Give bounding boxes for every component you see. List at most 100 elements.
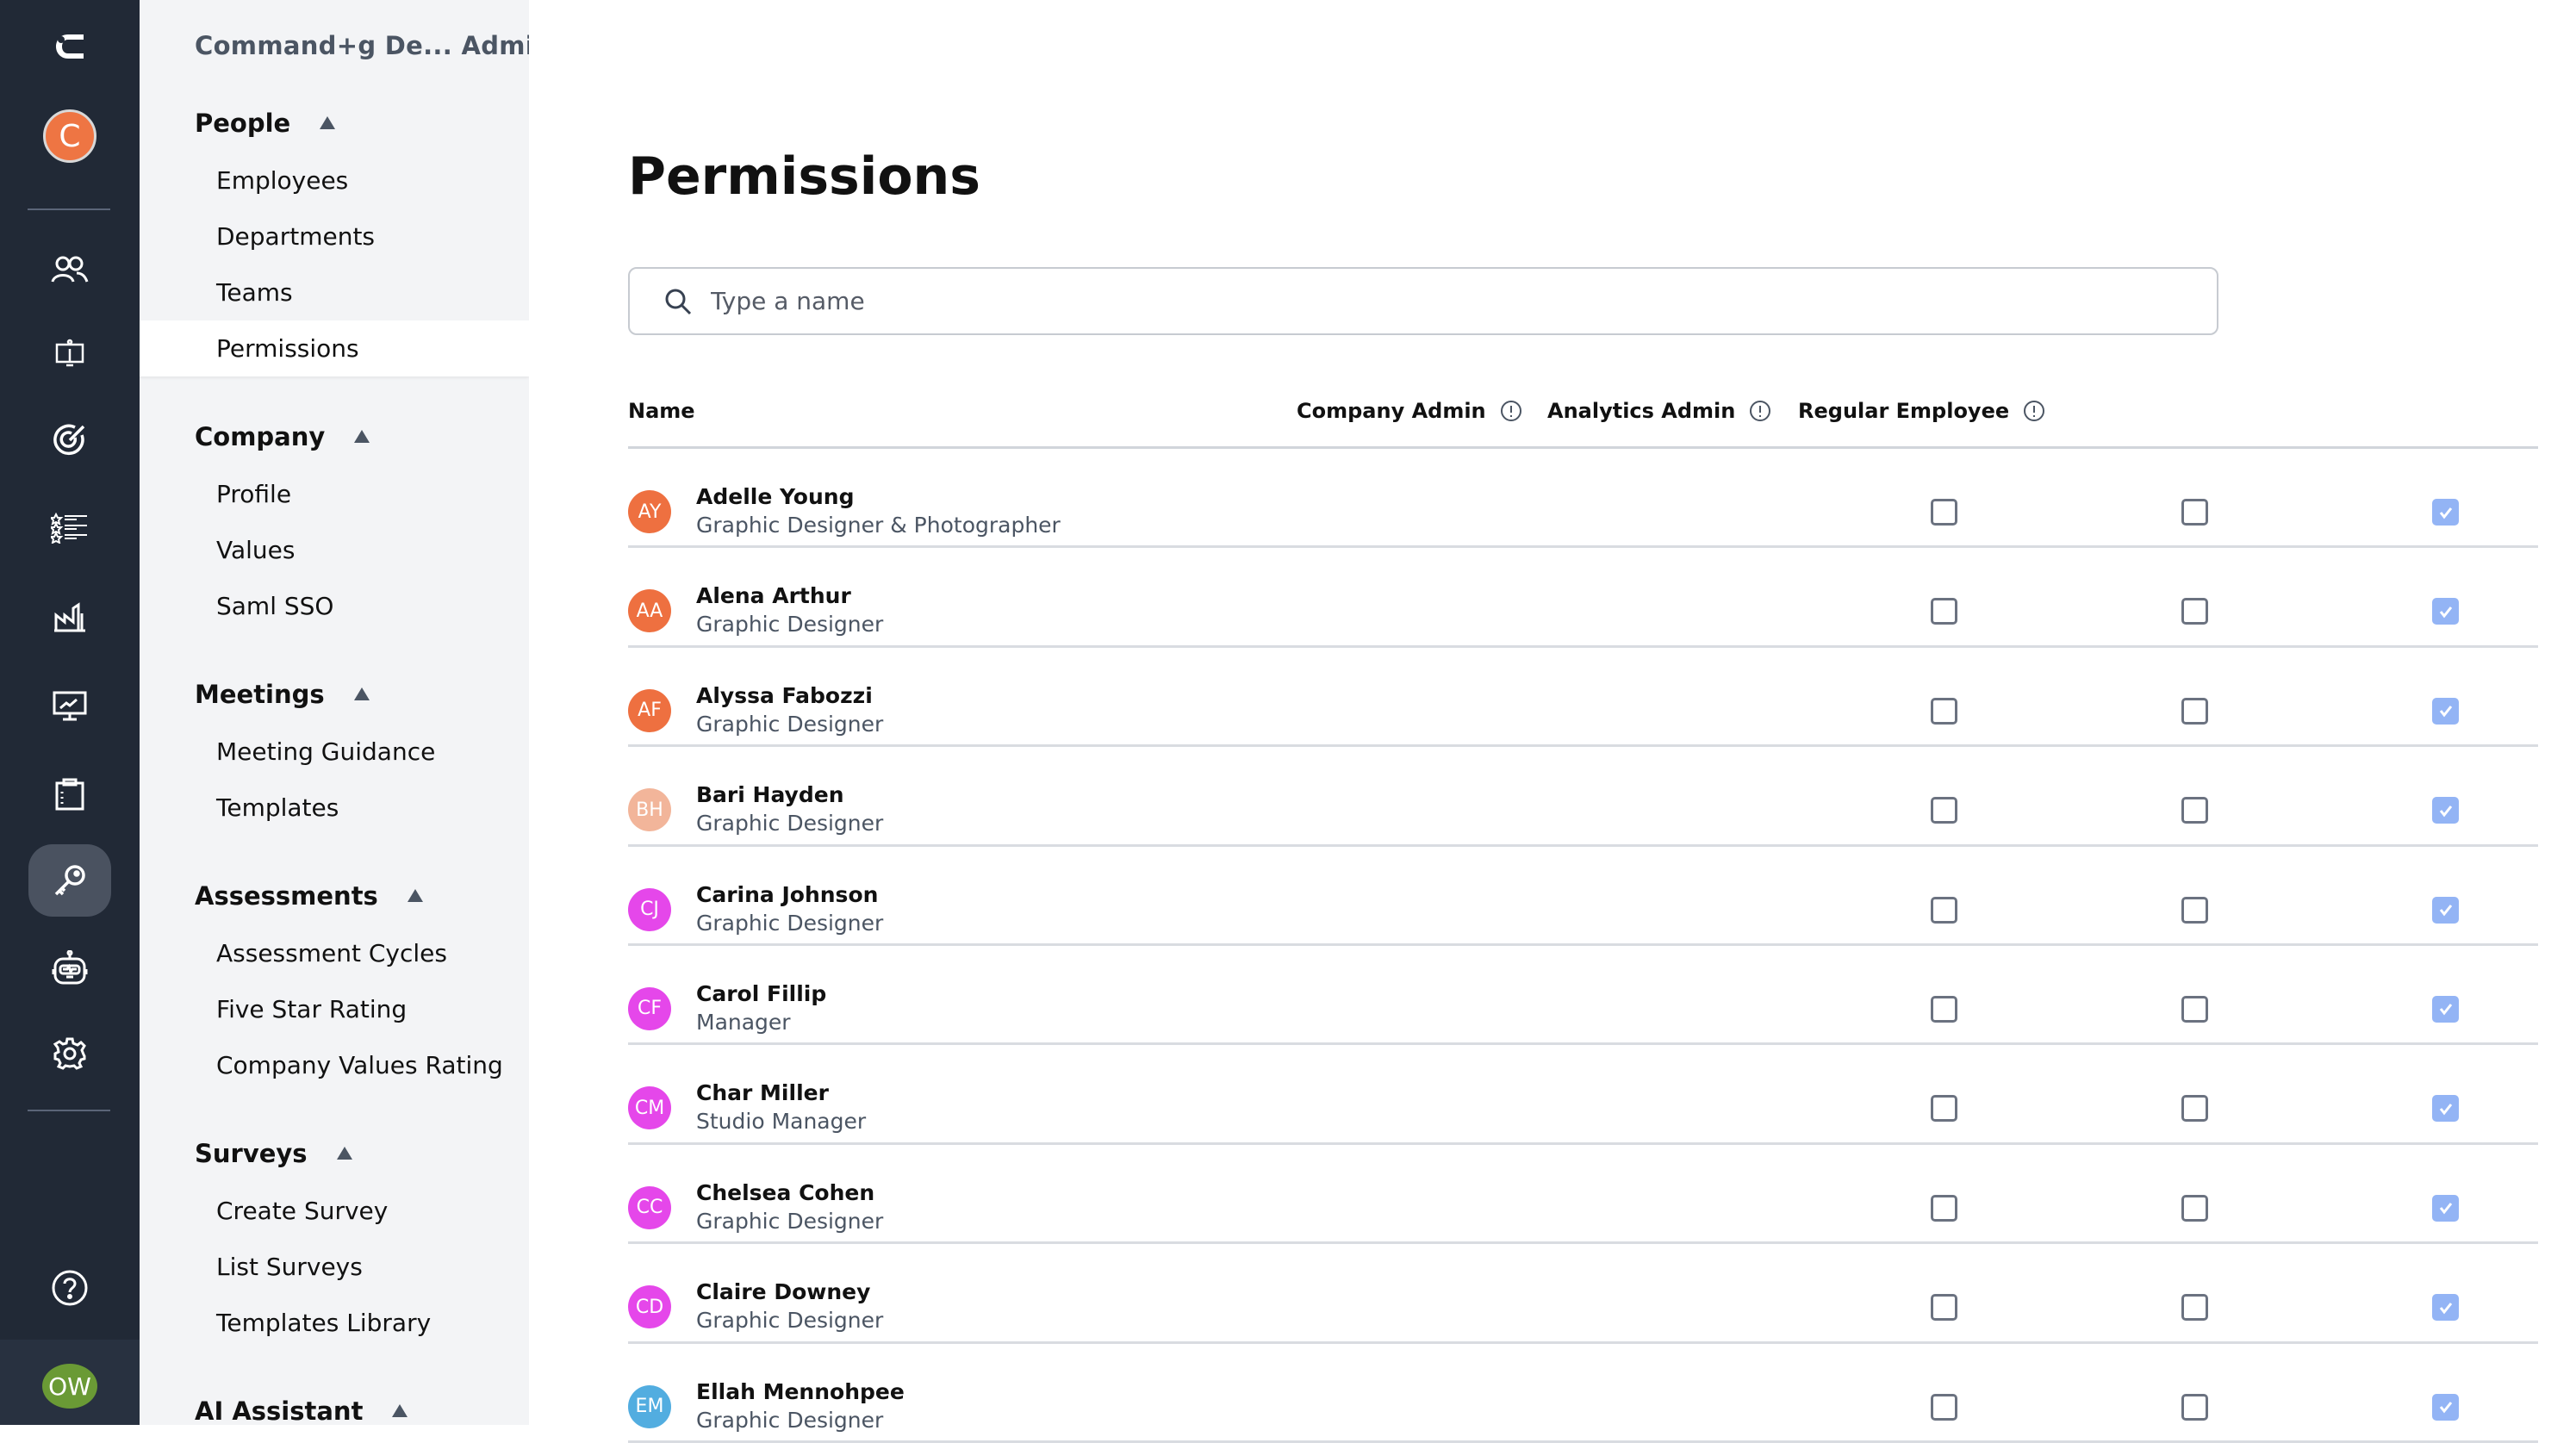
nav-item-templates-library[interactable]: Templates Library — [216, 1309, 432, 1337]
collapse-triangle-icon[interactable] — [320, 116, 336, 129]
nav-section-ai-assistant[interactable]: AI Assistant — [140, 1381, 529, 1425]
analytics-admin-checkbox[interactable] — [2181, 598, 2208, 625]
employee-name[interactable]: Chelsea Cohen — [696, 1179, 875, 1205]
employee-name[interactable]: Ellah Mennohpee — [696, 1378, 905, 1404]
monitor-chart-icon[interactable] — [53, 691, 87, 722]
check-icon — [2439, 905, 2452, 917]
company-admin-checkbox[interactable] — [1931, 896, 1957, 924]
nav-item-values[interactable]: Values — [216, 536, 296, 564]
company-admin-checkbox[interactable] — [1931, 1095, 1957, 1123]
search-input[interactable] — [711, 287, 2089, 315]
analytics-admin-checkbox[interactable] — [2181, 1393, 2208, 1421]
avatar: AY — [628, 490, 671, 533]
check-icon — [2439, 1103, 2452, 1116]
employee-name[interactable]: Alyssa Fabozzi — [696, 682, 873, 708]
analytics-admin-checkbox[interactable] — [2181, 797, 2208, 824]
gear-icon[interactable] — [53, 1036, 87, 1071]
collapse-triangle-icon[interactable] — [392, 1404, 408, 1417]
nav-item-departments[interactable]: Departments — [216, 222, 376, 251]
avatar: EM — [628, 1384, 671, 1428]
company-admin-checkbox[interactable] — [1931, 797, 1957, 824]
nav-item-assessment-cycles[interactable]: Assessment Cycles — [216, 939, 447, 967]
regular-employee-checkbox[interactable] — [2432, 1294, 2459, 1322]
rail-divider — [28, 1110, 110, 1111]
nav-item-templates[interactable]: Templates — [216, 793, 339, 822]
regular-employee-checkbox[interactable] — [2432, 1095, 2459, 1123]
analytics-admin-checkbox[interactable] — [2181, 995, 2208, 1023]
company-admin-checkbox[interactable] — [1931, 598, 1957, 625]
regular-employee-checkbox[interactable] — [2432, 598, 2459, 625]
analytics-admin-checkbox[interactable] — [2181, 499, 2208, 526]
nav-section-company[interactable]: Company — [140, 407, 529, 466]
employee-name[interactable]: Alena Arthur — [696, 583, 851, 609]
user-avatar[interactable]: OW — [42, 1364, 97, 1409]
target-icon[interactable] — [53, 423, 87, 457]
info-icon[interactable] — [1749, 400, 1771, 422]
nav-item-meeting-guidance[interactable]: Meeting Guidance — [216, 737, 436, 766]
table-row: CF Carol Fillip Manager — [628, 946, 2538, 1046]
nav-item-five-star-rating[interactable]: Five Star Rating — [216, 995, 408, 1023]
clipboard-icon[interactable] — [55, 778, 84, 811]
analytics-admin-checkbox[interactable] — [2181, 1294, 2208, 1322]
company-admin-checkbox[interactable] — [1931, 1294, 1957, 1322]
avatar: CF — [628, 986, 671, 1030]
factory-icon[interactable] — [53, 601, 87, 632]
regular-employee-checkbox[interactable] — [2432, 1393, 2459, 1421]
employee-name[interactable]: Carina Johnson — [696, 881, 879, 907]
collapse-triangle-icon[interactable] — [407, 889, 423, 902]
employee-name[interactable]: Adelle Young — [696, 484, 855, 509]
column-header-name[interactable]: Name — [628, 399, 695, 423]
nav-item-create-survey[interactable]: Create Survey — [216, 1197, 389, 1225]
nav-title[interactable]: Command+g De... Admin — [195, 31, 529, 60]
employee-name[interactable]: Char Miller — [696, 1080, 829, 1106]
company-admin-checkbox[interactable] — [1931, 1194, 1957, 1222]
regular-employee-checkbox[interactable] — [2432, 1194, 2459, 1222]
nav-item-teams[interactable]: Teams — [216, 278, 293, 307]
nav-section-people[interactable]: People — [140, 93, 529, 152]
analytics-admin-checkbox[interactable] — [2181, 1095, 2208, 1123]
company-admin-checkbox[interactable] — [1931, 995, 1957, 1023]
regular-employee-checkbox[interactable] — [2432, 697, 2459, 725]
regular-employee-checkbox[interactable] — [2432, 499, 2459, 526]
regular-employee-checkbox[interactable] — [2432, 995, 2459, 1023]
collapse-triangle-icon[interactable] — [336, 1147, 352, 1160]
company-avatar[interactable]: C — [43, 109, 96, 163]
analytics-admin-checkbox[interactable] — [2181, 896, 2208, 924]
employee-name[interactable]: Carol Fillip — [696, 980, 827, 1006]
nav-item-list-surveys[interactable]: List Surveys — [216, 1253, 363, 1281]
nav-item-profile[interactable]: Profile — [216, 480, 292, 508]
nav-section-meetings[interactable]: Meetings — [140, 664, 529, 724]
employee-name[interactable]: Bari Hayden — [696, 782, 844, 808]
info-icon[interactable] — [1500, 400, 1522, 422]
company-admin-checkbox[interactable] — [1931, 697, 1957, 725]
help-icon[interactable] — [51, 1269, 89, 1307]
collapse-triangle-icon[interactable] — [354, 430, 370, 443]
nav-item-permissions[interactable]: Permissions — [140, 320, 529, 376]
search-box[interactable] — [628, 267, 2218, 335]
collapse-triangle-icon[interactable] — [353, 687, 370, 700]
logo-icon[interactable] — [51, 28, 89, 65]
nav-item-company-values-rating[interactable]: Company Values Rating — [216, 1051, 503, 1079]
employee-name[interactable]: Claire Downey — [696, 1279, 871, 1305]
nav-section-assessments[interactable]: Assessments — [140, 866, 529, 925]
analytics-admin-checkbox[interactable] — [2181, 1194, 2208, 1222]
company-admin-checkbox[interactable] — [1931, 1393, 1957, 1421]
column-header-company-admin: Company Admin — [1297, 399, 1522, 423]
people-icon[interactable] — [51, 254, 89, 283]
company-admin-checkbox[interactable] — [1931, 499, 1957, 526]
nav-section-surveys[interactable]: Surveys — [140, 1123, 529, 1183]
analytics-admin-checkbox[interactable] — [2181, 697, 2208, 725]
star-list-icon[interactable] — [51, 513, 89, 544]
robot-icon[interactable] — [51, 950, 89, 985]
column-label: Company Admin — [1297, 399, 1486, 423]
regular-employee-checkbox[interactable] — [2432, 797, 2459, 824]
nav-section-label: Surveys — [195, 1138, 308, 1168]
presentation-icon[interactable] — [54, 339, 85, 370]
nav-item-saml-sso[interactable]: Saml SSO — [216, 592, 334, 620]
avatar: CC — [628, 1185, 671, 1229]
nav-item-employees[interactable]: Employees — [216, 166, 349, 195]
key-icon-button[interactable] — [28, 844, 111, 917]
employee-role: Graphic Designer & Photographer — [696, 513, 1061, 538]
regular-employee-checkbox[interactable] — [2432, 896, 2459, 924]
info-icon[interactable] — [2023, 400, 2045, 422]
